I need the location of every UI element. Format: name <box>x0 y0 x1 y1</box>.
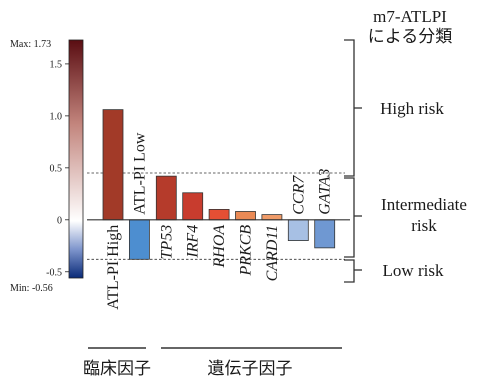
category-label: IRF4 <box>185 225 202 259</box>
colorbar: Max: 1.73 1.5 1.0 0.5 0 -0.5 Min: -0.56 <box>10 39 84 294</box>
intermediate-risk-bracket <box>344 177 355 258</box>
bar-irf4 <box>182 192 204 221</box>
colorbar-tick-label: 0.5 <box>50 163 63 174</box>
risk-label-low: Low risk <box>383 261 444 280</box>
colorbar-tick-label: 0 <box>57 215 62 226</box>
bar-atl-pi-high <box>102 109 124 221</box>
group-label-clinical: 臨床因子 <box>83 359 151 378</box>
category-label: CCR7 <box>290 175 307 215</box>
bar-atl-pi-low <box>128 219 150 260</box>
colorbar-gradient <box>68 39 84 279</box>
low-risk-bracket <box>344 259 355 283</box>
colorbar-max-label: Max: 1.73 <box>10 39 51 50</box>
colorbar-tick-label: 1.5 <box>50 59 63 70</box>
bar-tp53 <box>155 175 177 221</box>
risk-brackets <box>344 39 362 283</box>
category-labels: ATL-PI High ATL-PI Low TP53 IRF4 RHOA PRKCB CA… <box>105 132 334 310</box>
bar-gata3 <box>314 219 336 249</box>
bar-prkcb <box>235 211 256 221</box>
bar-card11 <box>261 214 283 221</box>
bar-ccr7 <box>287 219 309 241</box>
category-label: ATL-PI High <box>105 225 122 310</box>
category-label: CARD11 <box>264 225 281 282</box>
category-label: TP53 <box>158 225 175 260</box>
risk-label-high: High risk <box>380 99 444 118</box>
bar-rhoa <box>208 209 230 221</box>
high-risk-bracket <box>344 39 355 177</box>
colorbar-min-label: Min: -0.56 <box>10 283 53 294</box>
colorbar-tick-label: -0.5 <box>46 267 62 278</box>
category-label: PRKCB <box>238 225 255 277</box>
colorbar-ticks: 1.5 1.0 0.5 0 -0.5 <box>46 59 69 278</box>
risk-label-intermediate: Intermediate risk <box>381 195 467 235</box>
group-label-genetic: 遺伝子因子 <box>208 359 293 378</box>
colorbar-tick-label: 1.0 <box>50 111 63 122</box>
group-annotations: 臨床因子 遺伝子因子 <box>83 347 342 378</box>
chart-title: m7-ATLPI による分類 <box>368 7 453 46</box>
category-label: GATA3 <box>317 169 334 215</box>
category-label: ATL-PI Low <box>131 132 148 215</box>
category-label: RHOA <box>211 225 228 269</box>
